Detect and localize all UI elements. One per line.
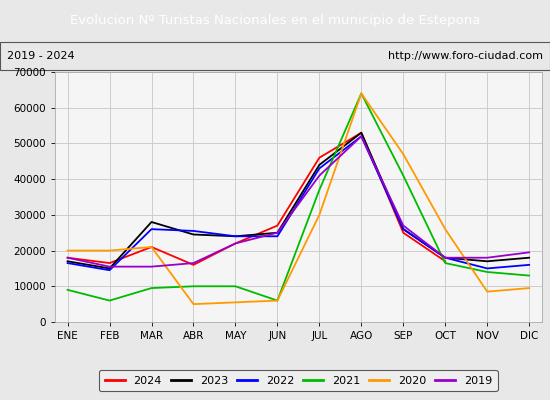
Text: http://www.foro-ciudad.com: http://www.foro-ciudad.com (388, 51, 543, 61)
Text: Evolucion Nº Turistas Nacionales en el municipio de Estepona: Evolucion Nº Turistas Nacionales en el m… (70, 14, 480, 27)
Legend: 2024, 2023, 2022, 2021, 2020, 2019: 2024, 2023, 2022, 2021, 2020, 2019 (99, 370, 498, 392)
Text: 2019 - 2024: 2019 - 2024 (7, 51, 74, 61)
